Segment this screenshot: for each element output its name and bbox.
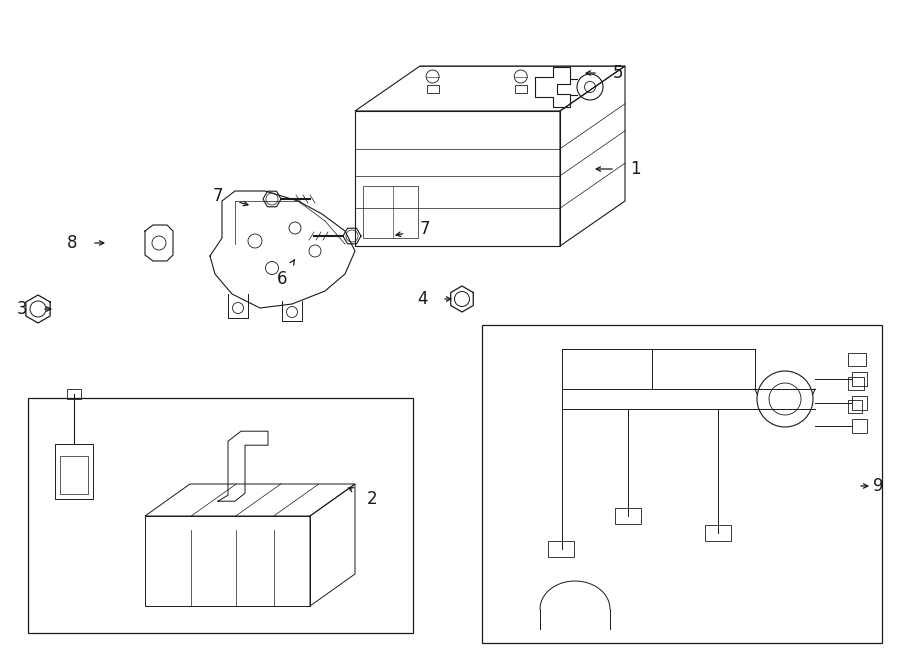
Bar [548, 541, 574, 557]
Bar [615, 508, 641, 524]
Bar [852, 372, 867, 386]
Bar [482, 325, 882, 643]
Bar [852, 396, 867, 410]
Text: 9: 9 [873, 477, 883, 495]
Text: 1: 1 [630, 160, 640, 178]
Bar [28, 398, 413, 633]
Text: 3: 3 [17, 300, 27, 318]
Text: 7: 7 [419, 220, 430, 238]
Text: 8: 8 [67, 234, 77, 252]
Text: 4: 4 [417, 290, 428, 308]
Bar [848, 377, 864, 389]
Bar [55, 444, 93, 499]
Text: 5: 5 [613, 64, 623, 82]
Text: 7: 7 [212, 187, 223, 205]
Bar [60, 456, 88, 494]
Bar [705, 525, 731, 541]
Bar [67, 389, 81, 399]
Text: 2: 2 [366, 490, 377, 508]
Text: 6: 6 [277, 270, 287, 288]
Bar [363, 186, 418, 238]
Bar [848, 352, 866, 366]
Bar [848, 399, 862, 412]
Bar [852, 419, 867, 433]
